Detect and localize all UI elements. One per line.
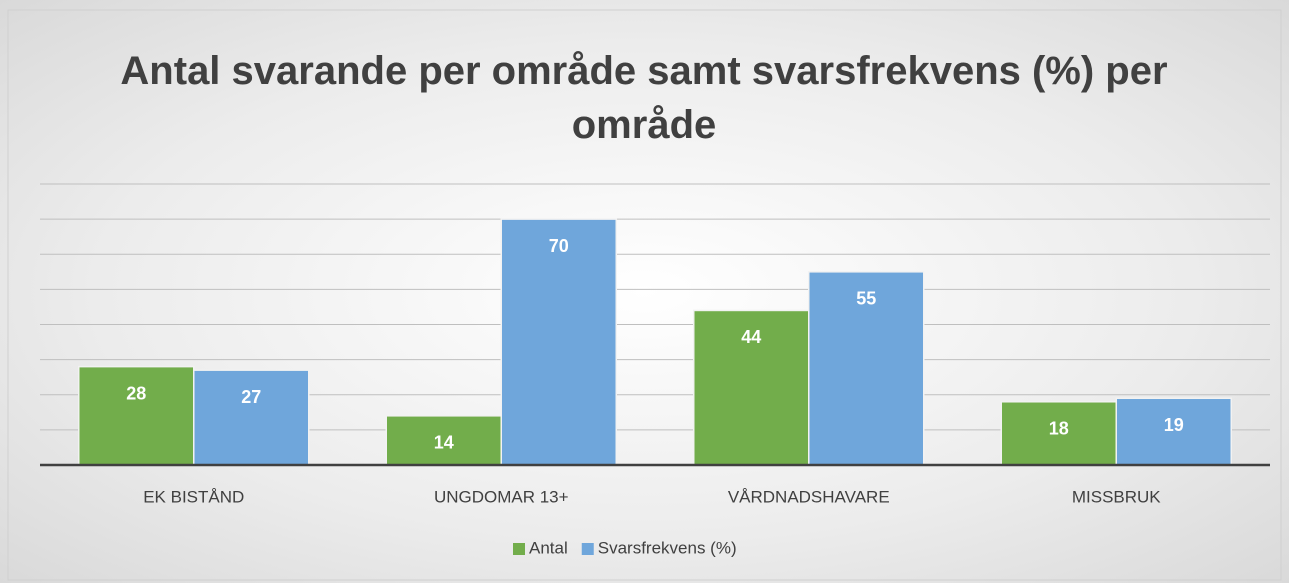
x-tick-label: MISSBRUK [1072, 487, 1161, 506]
chart-title: Antal svarande per område samt svarsfrek… [120, 49, 1168, 147]
bar [808, 271, 925, 466]
legend-swatch [581, 543, 594, 555]
legend-label: Svarsfrekvens (%) [598, 538, 737, 557]
bar [385, 415, 502, 466]
x-tick-label: UNGDOMAR 13+ [434, 487, 569, 506]
data-label: 18 [1049, 419, 1069, 439]
legend-swatch [513, 543, 525, 555]
bar [193, 369, 310, 466]
legend-label: Antal [529, 538, 568, 557]
data-label: 55 [856, 289, 876, 309]
data-label: 14 [434, 433, 454, 453]
data-label: 19 [1164, 415, 1184, 435]
bar [500, 218, 617, 466]
data-label: 28 [126, 383, 146, 403]
frame [7, 9, 1282, 581]
bar [693, 309, 810, 466]
data-label: 70 [549, 236, 569, 256]
bar [78, 365, 195, 466]
x-tick-label: VÅRDNADSHAVARE [728, 487, 890, 506]
x-tick-label: EK BISTÅND [143, 487, 244, 506]
data-label: 27 [241, 387, 261, 407]
data-label: 44 [741, 327, 761, 347]
